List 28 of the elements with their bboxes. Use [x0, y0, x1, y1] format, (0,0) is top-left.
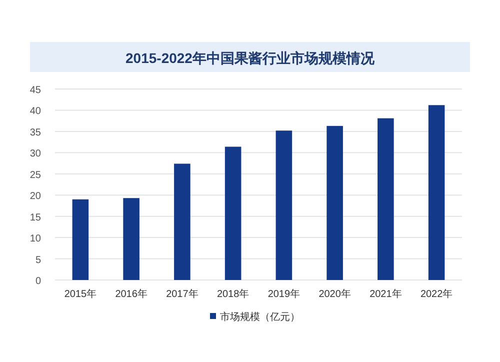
- x-tick-label: 2019年: [268, 288, 300, 300]
- x-tick-label: 2016年: [115, 288, 148, 300]
- bar: [378, 118, 394, 280]
- y-tick-label: 15: [30, 212, 42, 224]
- bar: [428, 105, 445, 280]
- y-tick-label: 30: [30, 148, 42, 160]
- bar: [276, 130, 292, 280]
- bar: [123, 198, 140, 280]
- y-tick-label: 40: [30, 106, 42, 118]
- bar: [174, 164, 190, 280]
- y-tick-label: 20: [30, 191, 42, 202]
- x-tick-label: 2018年: [216, 288, 250, 300]
- y-tick-label: 35: [30, 127, 42, 138]
- y-tick-label: 10: [30, 234, 42, 245]
- x-tick-label: 2021年: [370, 288, 402, 300]
- y-tick-label: 25: [30, 170, 42, 181]
- x-tick-label: 2015年: [64, 288, 97, 300]
- y-tick-label: 0: [35, 276, 42, 287]
- x-tick-label: 2020年: [318, 288, 351, 300]
- bar: [224, 146, 242, 280]
- bar: [72, 199, 89, 280]
- x-tick-label: 2022年: [420, 288, 453, 300]
- y-tick-label: 5: [35, 254, 42, 266]
- bar: [326, 126, 343, 280]
- y-tick-label: 45: [30, 85, 42, 96]
- x-tick-label: 2017年: [166, 288, 198, 300]
- chart-title: 2015-2022年中国果酱行业市场规模情况: [126, 50, 376, 66]
- legend-label: 市场规模（亿元）: [220, 311, 300, 323]
